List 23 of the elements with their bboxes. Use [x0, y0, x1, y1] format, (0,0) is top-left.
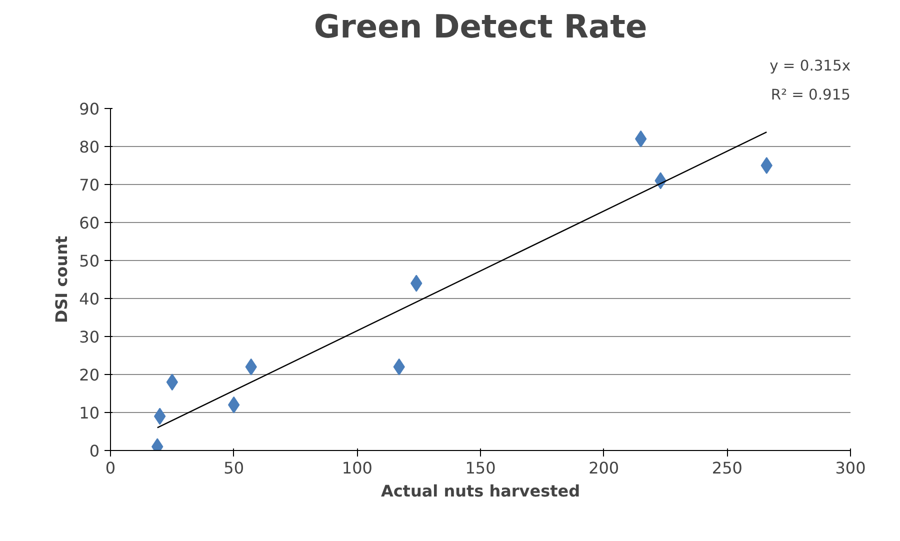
point — [760, 157, 772, 174]
x-tick-label: 200 — [588, 458, 620, 478]
y-axis-title: DSI count — [52, 236, 72, 324]
x-tick-label: 300 — [835, 458, 866, 478]
y-tick-label: 60 — [79, 214, 100, 232]
y-tick-label: 0 — [89, 442, 100, 460]
x-tick-label: 150 — [465, 458, 496, 478]
chart-title: Green Detect Rate — [314, 8, 648, 46]
text: y = 0.315x — [770, 58, 851, 74]
x-tick-label: 250 — [712, 458, 742, 478]
x-tick-label: 50 — [224, 458, 244, 478]
y-tick-label: 50 — [79, 252, 100, 270]
x-tick-label: 0 — [105, 458, 116, 478]
y-tick-label: 80 — [79, 138, 100, 156]
y-tick-label: 70 — [79, 176, 100, 194]
x-tick-label: 100 — [342, 458, 372, 478]
text: R² = 0.915 — [770, 86, 851, 104]
y-tick-label: 20 — [79, 366, 100, 384]
y-tick-label: 90 — [79, 100, 100, 118]
y-tick-label: 10 — [79, 404, 100, 422]
x-axis-title: Actual nuts harvested — [380, 482, 580, 500]
y-tick-label: 40 — [79, 290, 100, 308]
y-tick-label: 30 — [79, 328, 100, 346]
